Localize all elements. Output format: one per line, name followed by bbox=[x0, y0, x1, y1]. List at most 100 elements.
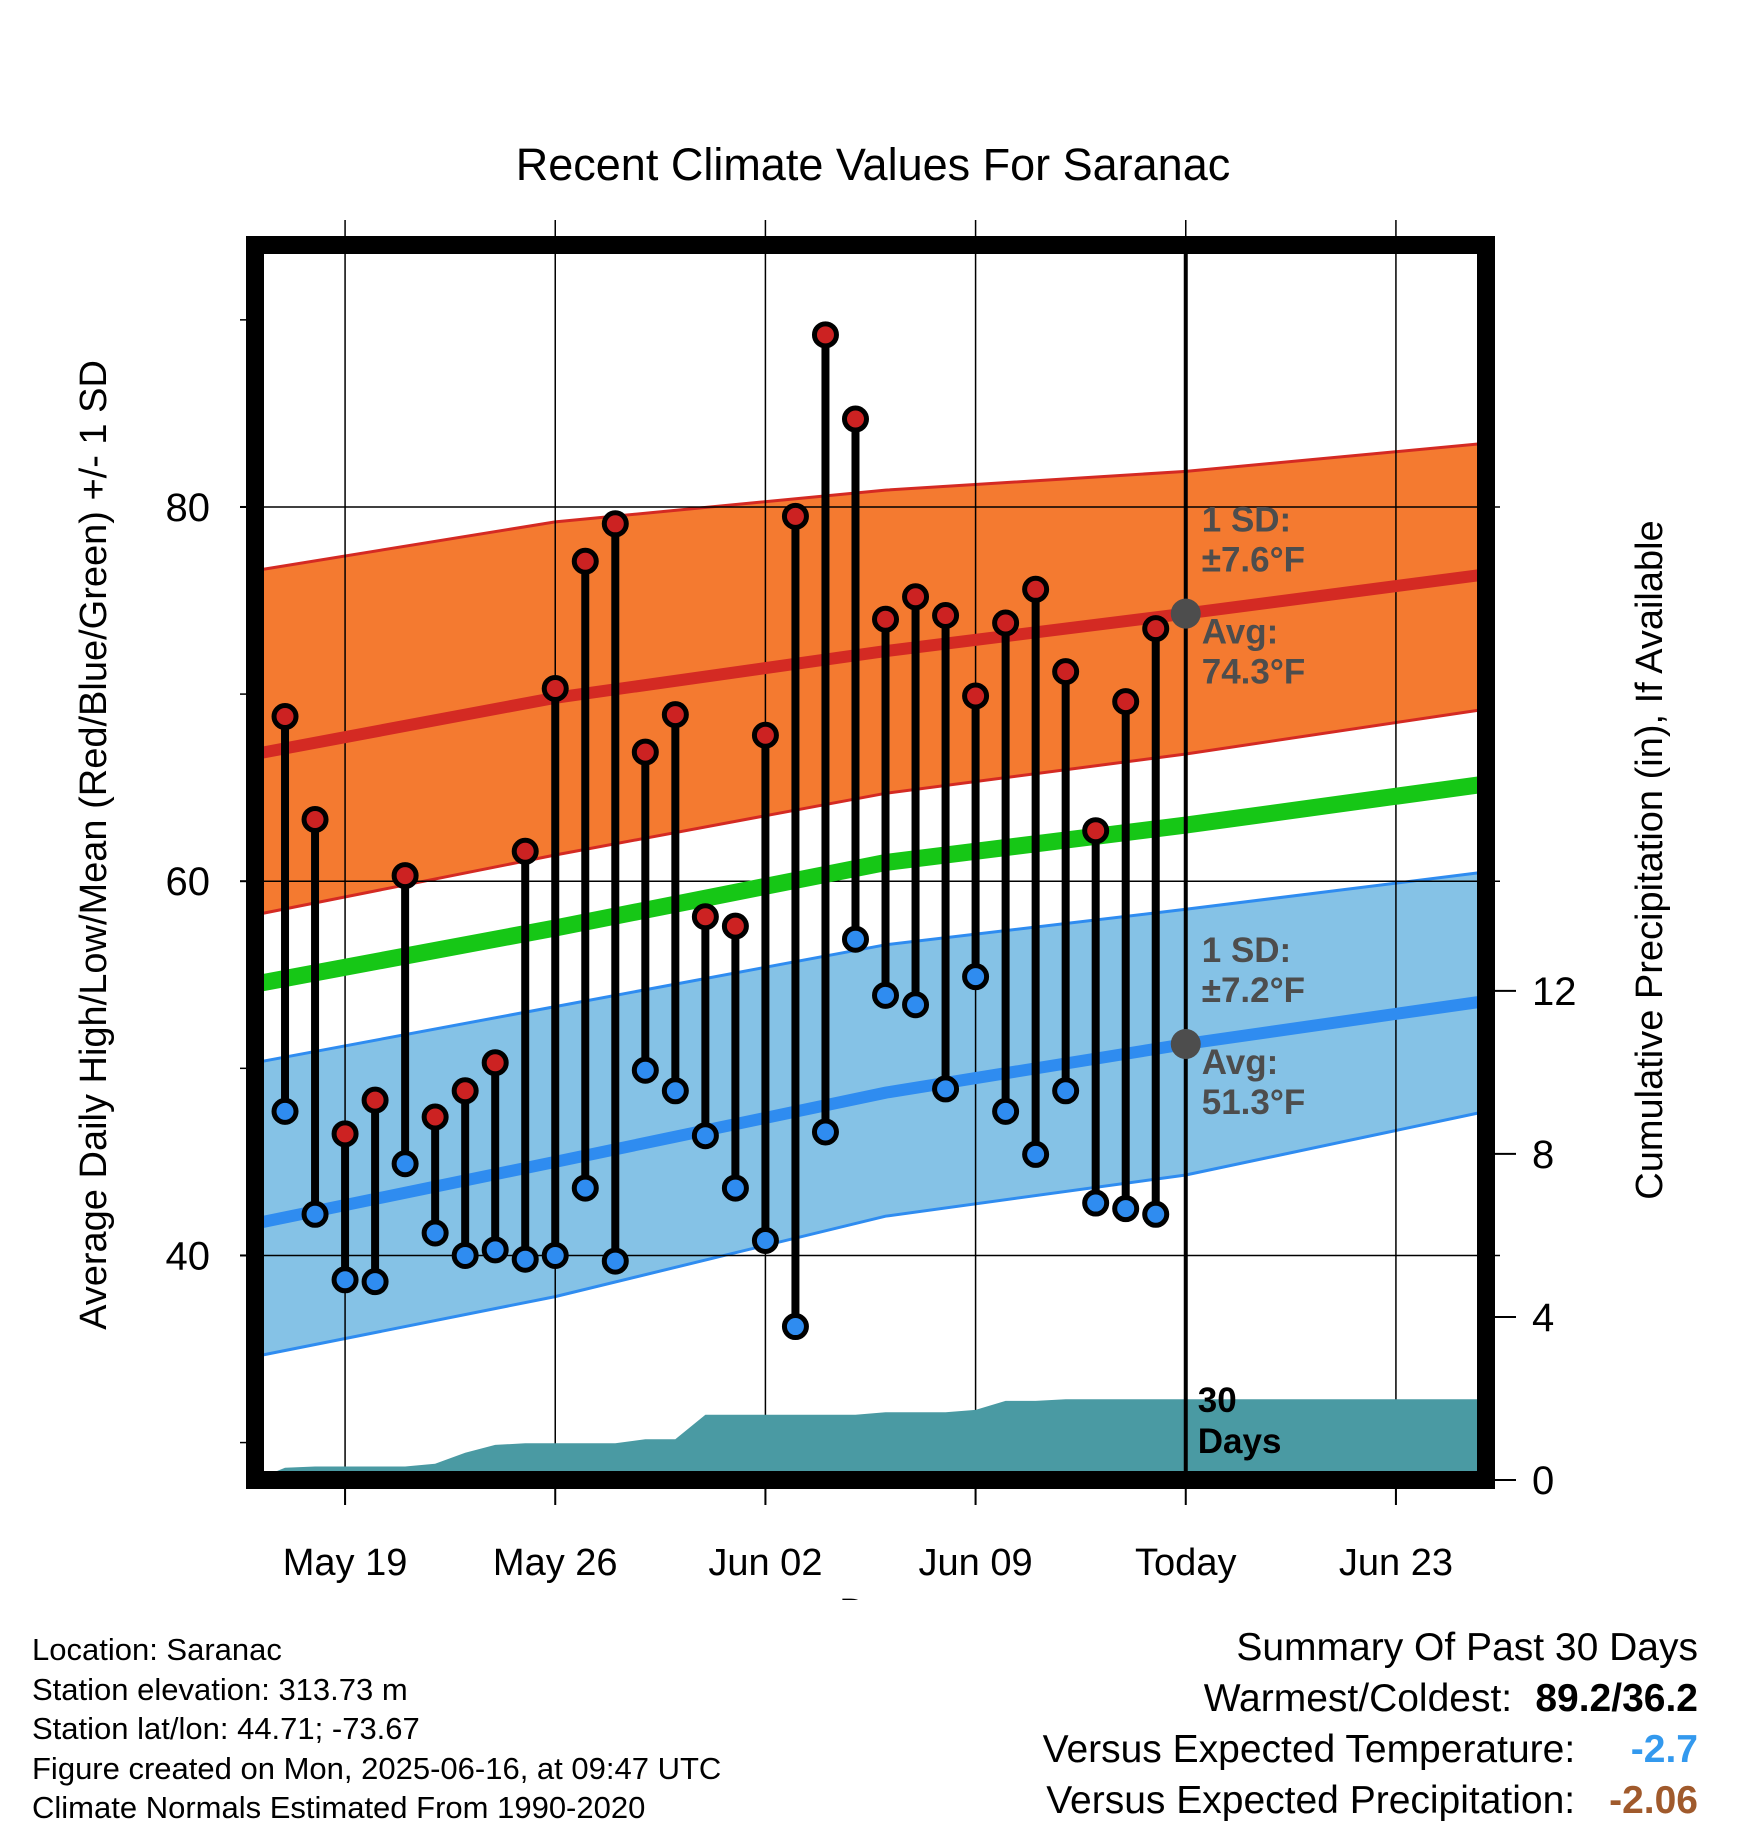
created-text: Figure created on Mon, 2025-06-16, at 09… bbox=[32, 1750, 722, 1786]
daily-high-point bbox=[601, 510, 629, 538]
warm-cold-row: Warmest/Coldest: 89.2/36.2 bbox=[1043, 1673, 1698, 1724]
summary-title: Summary Of Past 30 Days bbox=[1236, 1626, 1698, 1669]
daily-low-point bbox=[1142, 1200, 1170, 1228]
y-tick-label-right: 12 bbox=[1532, 970, 1577, 1014]
daily-low-point bbox=[601, 1247, 629, 1275]
warm-cold-label: Warmest/Coldest: bbox=[1203, 1677, 1513, 1720]
daily-high-point bbox=[932, 602, 960, 629]
low-avg-line bbox=[253, 995, 1487, 1230]
daily-low-point bbox=[541, 1241, 569, 1269]
daily-high-point bbox=[661, 701, 689, 729]
daily-low-point bbox=[421, 1219, 449, 1247]
daily-high-point bbox=[841, 405, 869, 433]
daily-high-point bbox=[992, 609, 1020, 637]
chart-title: Recent Climate Values For Saranac bbox=[516, 139, 1231, 190]
low-sd-band-lower-edge bbox=[254, 1109, 1487, 1358]
daily-high-point bbox=[361, 1086, 389, 1114]
x-tick-label: May 26 bbox=[493, 1542, 618, 1584]
daily-high-point bbox=[1142, 615, 1170, 643]
plot-frame bbox=[246, 236, 1495, 1489]
daily-high-point bbox=[1082, 817, 1110, 845]
daily-high-point bbox=[451, 1077, 479, 1105]
low-avg-value: 51.3°F bbox=[1202, 1083, 1306, 1122]
y-tick-label-right: 4 bbox=[1532, 1296, 1554, 1340]
y-tick-label-left: 40 bbox=[166, 1234, 211, 1278]
y-tick-label-left: 80 bbox=[166, 486, 211, 530]
daily-high-point bbox=[1112, 688, 1140, 716]
daily-low-point bbox=[451, 1241, 479, 1269]
temp-label: Versus Expected Temperature: bbox=[1042, 1728, 1576, 1771]
daily-low-point bbox=[661, 1077, 689, 1105]
x-tick-label: Jun 09 bbox=[919, 1542, 1033, 1584]
daily-low-point bbox=[902, 991, 930, 1019]
daily-low-point bbox=[571, 1174, 599, 1202]
today-high-avg-marker bbox=[1170, 598, 1201, 629]
daily-low-point bbox=[301, 1200, 329, 1228]
station-info: Location: Saranac Station elevation: 313… bbox=[32, 1630, 721, 1828]
summary-panel: Summary Of Past 30 Days Warmest/Coldest:… bbox=[1043, 1622, 1698, 1826]
y-axis-label-left: Average Daily High/Low/Mean (Red/Blue/Gr… bbox=[73, 360, 115, 1330]
low-sd-band bbox=[255, 871, 1486, 1357]
y-tick-label-left: 60 bbox=[166, 860, 211, 904]
precip-row: Versus Expected Precipitation: -2.06 bbox=[1043, 1775, 1698, 1826]
daily-high-point bbox=[391, 862, 419, 890]
high-avg-value: 74.3°F bbox=[1202, 653, 1306, 692]
daily-high-point bbox=[271, 703, 299, 731]
daily-high-point bbox=[781, 502, 809, 530]
precip-value: -2.06 bbox=[1609, 1779, 1698, 1822]
daily-low-point bbox=[1112, 1195, 1140, 1223]
daily-low-point bbox=[511, 1245, 539, 1273]
daily-low-point bbox=[1022, 1140, 1050, 1168]
low-sd-value: ±7.2°F bbox=[1202, 971, 1305, 1010]
daily-high-point bbox=[751, 721, 779, 749]
daily-high-point bbox=[421, 1103, 449, 1131]
daily-high-point bbox=[541, 674, 569, 702]
daily-high-point bbox=[691, 903, 719, 931]
temp-value: -2.7 bbox=[1630, 1728, 1698, 1771]
daily-high-point bbox=[1052, 658, 1080, 686]
daily-low-point bbox=[751, 1226, 779, 1254]
daily-low-point bbox=[631, 1056, 659, 1084]
daily-low-point bbox=[872, 981, 900, 1009]
location-text: Location: Saranac bbox=[32, 1632, 282, 1667]
high-sd-band bbox=[255, 443, 1486, 915]
daily-high-point bbox=[811, 321, 839, 349]
high-avg-label: Avg: bbox=[1202, 613, 1278, 652]
high-sd-value: ±7.6°F bbox=[1202, 541, 1305, 580]
high-sd-label: 1 SD: bbox=[1202, 501, 1291, 540]
x-tick-label: Today bbox=[1135, 1542, 1236, 1584]
y-tick-label-right: 0 bbox=[1532, 1459, 1554, 1503]
daily-low-point bbox=[691, 1122, 719, 1150]
daily-high-point bbox=[721, 912, 749, 940]
daily-low-point bbox=[391, 1150, 419, 1178]
daily-high-point bbox=[962, 682, 990, 710]
daily-high-point bbox=[1022, 575, 1050, 603]
daily-high-point bbox=[631, 738, 659, 766]
today-low-avg-marker bbox=[1170, 1029, 1201, 1060]
temp-row: Versus Expected Temperature: -2.7 bbox=[1043, 1724, 1698, 1775]
high-sd-band-upper-edge bbox=[254, 441, 1487, 573]
daily-high-point bbox=[511, 837, 539, 865]
daily-low-point bbox=[361, 1268, 389, 1296]
normals-text: Climate Normals Estimated From 1990-2020 bbox=[32, 1790, 646, 1825]
y-tick-label-right: 8 bbox=[1532, 1133, 1554, 1177]
x-tick-label: Jun 02 bbox=[708, 1542, 822, 1584]
daily-low-point bbox=[992, 1097, 1020, 1125]
daily-high-point bbox=[481, 1049, 509, 1077]
daily-high-point bbox=[301, 805, 329, 833]
daily-low-point bbox=[1052, 1077, 1080, 1105]
daily-low-point bbox=[962, 963, 990, 991]
low-sd-label: 1 SD: bbox=[1202, 931, 1291, 970]
daily-low-point bbox=[271, 1097, 299, 1125]
y-axis-label-right: Cumulative Precipitation (in), If Availa… bbox=[1629, 520, 1671, 1199]
x-axis-label: Day bbox=[839, 1592, 907, 1600]
x-tick-label: May 19 bbox=[283, 1542, 408, 1584]
daily-high-point bbox=[331, 1120, 359, 1148]
low-avg-label: Avg: bbox=[1202, 1043, 1278, 1082]
daily-low-point bbox=[481, 1236, 509, 1264]
daily-high-point bbox=[571, 547, 599, 575]
daily-high-point bbox=[872, 605, 900, 633]
precip-area bbox=[255, 1399, 1486, 1480]
precip-days-label: 30 bbox=[1198, 1381, 1237, 1420]
